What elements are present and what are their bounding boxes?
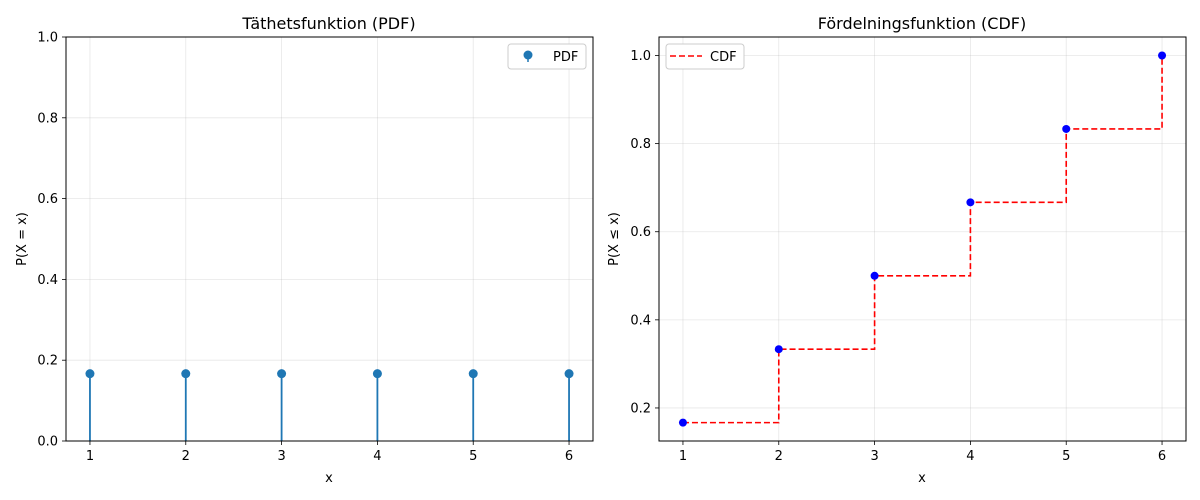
cdf-x-tick-label: 3: [870, 449, 878, 464]
pdf-point: [372, 369, 382, 379]
cdf-plot-frame: [658, 36, 1187, 442]
cdf-point: [774, 345, 783, 354]
pdf-x-tick-label: 5: [469, 449, 477, 464]
pdf-y-tick-label: 0.6: [37, 192, 58, 207]
cdf-ticks: 1 2 3 4 5 6 0.2 0.4 0.6 0.8 1.0: [630, 49, 1166, 464]
pdf-point: [468, 369, 478, 379]
pdf-y-tick-label: 0.0: [37, 435, 58, 450]
pdf-y-tick-label: 1.0: [37, 31, 58, 46]
pdf-y-axis-label: P(X = x): [15, 212, 30, 266]
pdf-y-tick-label: 0.8: [37, 111, 58, 126]
pdf-legend-box: [507, 43, 587, 70]
cdf-x-tick-label: 6: [1158, 449, 1166, 464]
cdf-y-axis-label: P(X ≤ x): [607, 212, 622, 266]
pdf-legend: PDF: [507, 43, 587, 70]
pdf-x-tick-label: 1: [86, 449, 94, 464]
cdf-y-tick-label: 0.6: [630, 225, 651, 240]
pdf-point: [181, 369, 191, 379]
cdf-chart-title: Fördelningsfunktion (CDF): [818, 14, 1026, 33]
cdf-x-tick-label: 1: [679, 449, 687, 464]
pdf-point: [277, 369, 287, 379]
pdf-legend-marker: [523, 50, 533, 60]
cdf-point: [1062, 124, 1071, 133]
cdf-x-tick-label: 2: [775, 449, 783, 464]
cdf-point: [870, 271, 879, 280]
cdf-x-tick-label: 4: [966, 449, 974, 464]
cdf-y-tick-label: 0.8: [630, 137, 651, 152]
cdf-x-axis-label: x: [918, 471, 926, 486]
cdf-y-tick-label: 0.2: [630, 401, 651, 416]
pdf-chart: Täthetsfunktion (PDF) 1 2 3 4 5 6 0.0 0.2 0.4 0.6…: [15, 14, 594, 486]
pdf-point: [85, 369, 95, 379]
pdf-x-tick-label: 2: [182, 449, 190, 464]
cdf-point: [678, 418, 687, 427]
cdf-y-tick-label: 1.0: [630, 49, 651, 64]
pdf-chart-title: Täthetsfunktion (PDF): [241, 14, 415, 33]
pdf-ticks: 1 2 3 4 5 6 0.0 0.2 0.4 0.6 0.8 1.0: [37, 31, 573, 465]
pdf-y-tick-label: 0.4: [37, 273, 58, 288]
pdf-grid: [66, 36, 593, 442]
pdf-x-axis-label: x: [325, 471, 333, 486]
pdf-x-tick-label: 3: [277, 449, 285, 464]
cdf-grid: [659, 37, 1186, 441]
cdf-point: [966, 198, 975, 207]
cdf-marks: [678, 51, 1167, 427]
cdf-legend-box: [665, 43, 745, 70]
pdf-y-tick-label: 0.2: [37, 354, 58, 369]
pdf-legend-label: PDF: [553, 50, 578, 65]
pdf-marks: [85, 369, 574, 441]
cdf-x-tick-label: 5: [1062, 449, 1070, 464]
cdf-y-tick-label: 0.4: [630, 313, 651, 328]
pdf-x-tick-label: 4: [373, 449, 381, 464]
cdf-point: [1158, 51, 1167, 60]
cdf-step-line: [682, 55, 1163, 424]
pdf-x-tick-label: 6: [565, 449, 573, 464]
cdf-legend: CDF: [665, 43, 745, 70]
cdf-chart: Fördelningsfunktion (CDF) 1 2 3 4 5 6 0.2 0.4 0.…: [607, 14, 1187, 486]
pdf-point: [564, 369, 574, 379]
pdf-plot-frame: [65, 36, 594, 442]
cdf-legend-label: CDF: [710, 50, 737, 65]
